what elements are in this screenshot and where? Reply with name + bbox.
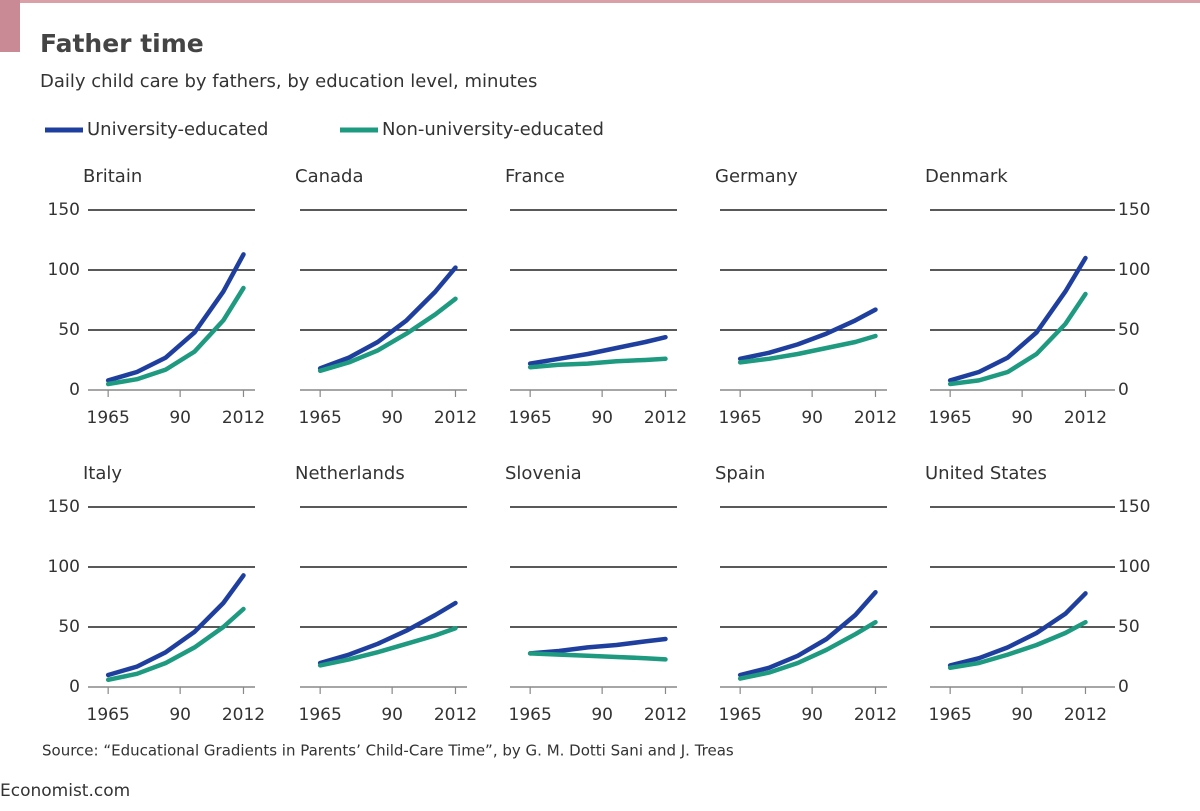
- data-line: [105, 252, 246, 383]
- x-tick-label: 90: [381, 408, 403, 428]
- corner-tab: [0, 0, 20, 52]
- x-tick-label: 1965: [87, 705, 130, 725]
- chart-title: Father time: [40, 29, 204, 58]
- data-line: [105, 285, 246, 387]
- data-line: [947, 255, 1088, 383]
- panel-title: Spain: [715, 463, 765, 484]
- x-tick-label: 90: [1011, 408, 1033, 428]
- chart-subtitle: Daily child care by fathers, by educatio…: [40, 71, 537, 92]
- y-tick-label: 100: [48, 260, 80, 280]
- x-tick-label: 2012: [434, 705, 477, 725]
- legend-label: University-educated: [87, 119, 268, 140]
- x-tick-label: 1965: [299, 408, 342, 428]
- data-line: [737, 619, 878, 681]
- x-tick-label: 1965: [929, 705, 972, 725]
- x-tick-label: 2012: [1064, 705, 1107, 725]
- x-tick-label: 90: [169, 408, 191, 428]
- x-tick-label: 1965: [719, 408, 762, 428]
- data-line: [737, 333, 878, 365]
- y-tick-label: 100: [48, 557, 80, 577]
- data-line: [317, 265, 458, 371]
- y-tick-label: 100: [1118, 557, 1150, 577]
- data-line: [947, 291, 1088, 387]
- panel-title: Germany: [715, 166, 798, 187]
- panel-title: France: [505, 166, 565, 187]
- legend-label: Non-university-educated: [382, 119, 604, 140]
- y-tick-label: 0: [69, 677, 80, 697]
- y-tick-label: 0: [1118, 380, 1129, 400]
- top-rule: [0, 0, 1200, 3]
- data-line: [317, 600, 458, 666]
- panel-title: United States: [925, 463, 1047, 484]
- data-line: [947, 619, 1088, 671]
- panel-title: Denmark: [925, 166, 1008, 187]
- y-tick-label: 50: [1118, 617, 1140, 637]
- data-line: [527, 334, 668, 366]
- y-tick-label: 150: [48, 200, 80, 220]
- data-line: [317, 296, 458, 374]
- y-tick-label: 50: [1118, 320, 1140, 340]
- source: Source: “Educational Gradients in Parent…: [42, 742, 734, 760]
- x-tick-label: 90: [591, 408, 613, 428]
- panel-title: Slovenia: [505, 463, 582, 484]
- x-tick-label: 90: [801, 408, 823, 428]
- data-line: [527, 636, 668, 656]
- data-line: [947, 591, 1088, 668]
- x-tick-label: 1965: [929, 408, 972, 428]
- x-tick-label: 2012: [1064, 408, 1107, 428]
- y-tick-label: 150: [1118, 200, 1150, 220]
- panel-title: Netherlands: [295, 463, 405, 484]
- data-line: [737, 589, 878, 678]
- data-line: [527, 651, 668, 662]
- x-tick-label: 90: [169, 705, 191, 725]
- x-tick-label: 1965: [509, 705, 552, 725]
- footer: Economist.com: [0, 781, 130, 801]
- x-tick-label: 2012: [644, 705, 687, 725]
- x-tick-label: 2012: [222, 705, 265, 725]
- x-tick-label: 1965: [299, 705, 342, 725]
- x-tick-label: 1965: [87, 408, 130, 428]
- x-tick-label: 2012: [644, 408, 687, 428]
- data-line: [737, 307, 878, 362]
- x-tick-label: 90: [381, 705, 403, 725]
- panel-title: Italy: [83, 463, 122, 484]
- data-line: [527, 356, 668, 370]
- x-tick-label: 90: [801, 705, 823, 725]
- y-tick-label: 0: [1118, 677, 1129, 697]
- data-line: [105, 573, 246, 678]
- data-line: [105, 606, 246, 683]
- y-tick-label: 150: [1118, 497, 1150, 517]
- y-tick-label: 50: [58, 320, 80, 340]
- y-tick-label: 50: [58, 617, 80, 637]
- y-tick-label: 150: [48, 497, 80, 517]
- panel-title: Canada: [295, 166, 364, 187]
- x-tick-label: 90: [591, 705, 613, 725]
- y-tick-label: 0: [69, 380, 80, 400]
- x-tick-label: 2012: [222, 408, 265, 428]
- x-tick-label: 1965: [509, 408, 552, 428]
- x-tick-label: 1965: [719, 705, 762, 725]
- y-tick-label: 100: [1118, 260, 1150, 280]
- x-tick-label: 90: [1011, 705, 1033, 725]
- x-tick-label: 2012: [434, 408, 477, 428]
- panel-title: Britain: [83, 166, 142, 187]
- x-tick-label: 2012: [854, 408, 897, 428]
- data-line: [317, 625, 458, 668]
- x-tick-label: 2012: [854, 705, 897, 725]
